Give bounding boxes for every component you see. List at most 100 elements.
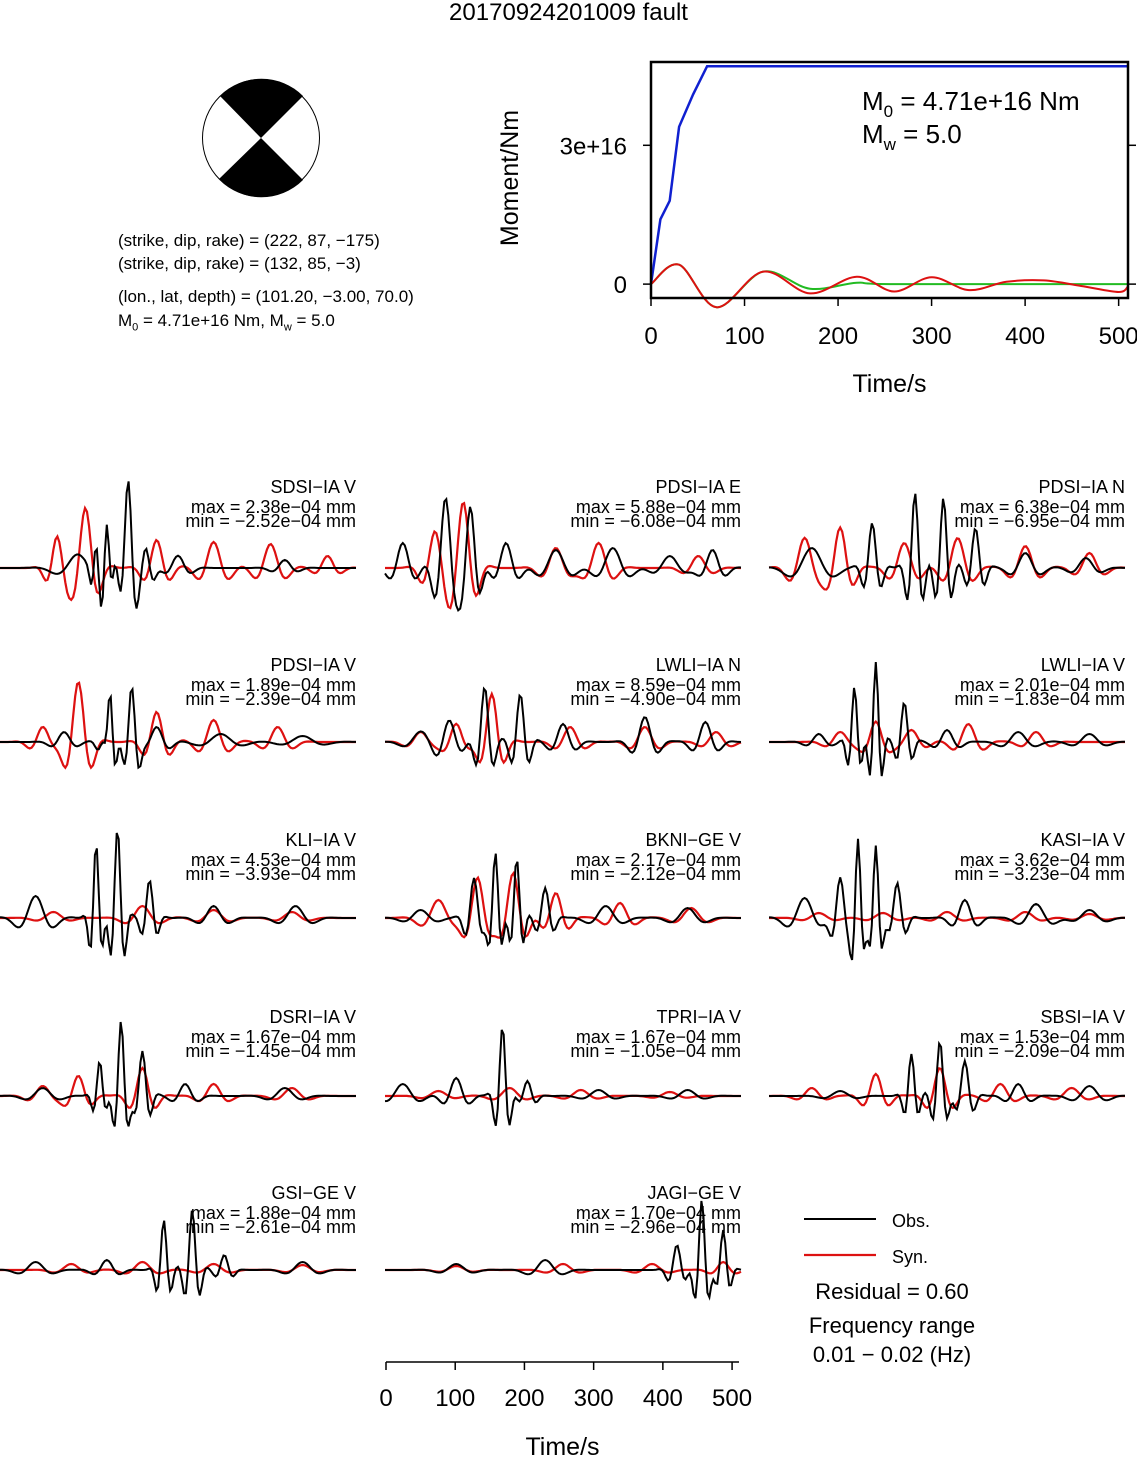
x-tick-label: 0 xyxy=(644,323,657,350)
legend-synthetic-label: Syn. xyxy=(892,1247,928,1267)
station-name: PDSI−IA N xyxy=(1038,477,1125,497)
mw-symbol: M xyxy=(862,119,884,149)
series-line-rate_red xyxy=(650,263,1129,309)
synthetic-trace xyxy=(768,525,1126,591)
station-min: min = −4.90e−04 mm xyxy=(570,689,741,709)
observed-trace xyxy=(384,1029,741,1127)
station-min: min = −2.52e−04 mm xyxy=(185,511,356,531)
legend-observed-label: Obs. xyxy=(892,1211,930,1231)
synthetic-trace xyxy=(385,1086,741,1101)
station-min: min = −3.93e−04 mm xyxy=(185,864,356,884)
moment-annotation: M0 = 4.71e+16 Nm xyxy=(862,86,1080,121)
station-max: max = 3.62e−04 mm xyxy=(960,850,1125,870)
station-min: min = −2.12e−04 mm xyxy=(570,864,741,884)
mw-value: = 5.0 xyxy=(896,119,962,149)
station-max: max = 2.38e−04 mm xyxy=(191,497,356,517)
observed-trace xyxy=(769,838,1125,961)
moment-function-chart: 0 100 200 300 400 500 0 3e+16 Time/s Moment/Nm M0 … xyxy=(496,60,1137,398)
station-max: max = 4.53e−04 mm xyxy=(191,850,356,870)
residual-label: Residual = 0.60 xyxy=(815,1279,969,1304)
station-max: max = 1.70e−04 mm xyxy=(576,1203,741,1223)
station-min: min = −2.09e−04 mm xyxy=(954,1041,1125,1061)
observed-trace xyxy=(384,496,742,612)
observed-trace xyxy=(769,1040,1125,1123)
station-min: min = −1.05e−04 mm xyxy=(570,1041,741,1061)
station-name: LWLI−IA V xyxy=(1041,655,1125,675)
time-tick-label: 200 xyxy=(504,1385,544,1412)
station-max: max = 1.67e−04 mm xyxy=(576,1027,741,1047)
station-min: min = −6.08e−04 mm xyxy=(570,511,741,531)
station-name: GSI−GE V xyxy=(271,1183,356,1203)
station-min: min = −1.83e−04 mm xyxy=(954,689,1125,709)
observed-trace xyxy=(0,832,356,957)
station-name: SDSI−IA V xyxy=(270,477,356,497)
synthetic-trace xyxy=(0,505,357,602)
m0-subscript: 0 xyxy=(132,321,139,334)
y-axis-label: Moment/Nm xyxy=(496,110,524,246)
m0-symbol: M xyxy=(118,311,133,330)
station-max: max = 2.17e−04 mm xyxy=(576,850,741,870)
station-name: DSRI−IA V xyxy=(269,1007,356,1027)
station-name: KASI−IA V xyxy=(1040,830,1125,850)
synthetic-trace xyxy=(0,1066,356,1109)
station-max: max = 2.01e−04 mm xyxy=(960,675,1125,695)
time-tick-label: 400 xyxy=(643,1385,683,1412)
observed-trace xyxy=(0,686,356,770)
m0-symbol: M xyxy=(862,86,884,116)
time-tick-label: 0 xyxy=(379,1385,392,1412)
page-title: 20170924201009 fault xyxy=(449,0,688,26)
moment-plot-frame xyxy=(649,60,1130,300)
observed-trace xyxy=(385,686,742,768)
station-max: max = 1.53e−04 mm xyxy=(960,1027,1125,1047)
frequency-range-label: Frequency range xyxy=(809,1313,975,1338)
m0-value: = 4.71e+16 Nm xyxy=(893,86,1079,116)
observed-trace xyxy=(0,1210,356,1296)
station-name: SBSI−IA V xyxy=(1040,1007,1125,1027)
station-min: min = −3.23e−04 mm xyxy=(954,864,1125,884)
observed-trace xyxy=(768,493,1125,603)
station-name: JAGI−GE V xyxy=(647,1183,741,1203)
moment-summary: M0 = 4.71e+16 Nm, Mw = 5.0 xyxy=(118,311,335,337)
synthetic-trace xyxy=(769,910,1125,922)
y-tick-label: 0 xyxy=(614,272,627,299)
station-max: max = 1.88e−04 mm xyxy=(191,1203,356,1223)
station-max: max = 1.89e−04 mm xyxy=(191,675,356,695)
mw-value: = 5.0 xyxy=(291,311,335,330)
mw-annotation: Mw = 5.0 xyxy=(862,119,962,154)
station-max: max = 8.59e−04 mm xyxy=(576,675,741,695)
m0-value: = 4.71e+16 Nm, M xyxy=(138,311,284,330)
x-tick-label: 400 xyxy=(1005,323,1045,350)
x-tick-label: 200 xyxy=(818,323,858,350)
nodal-plane-1: (strike, dip, rake) = (222, 87, −175) xyxy=(118,231,380,250)
nodal-plane-2: (strike, dip, rake) = (132, 85, −3) xyxy=(118,254,361,273)
station-name: PDSI−IA V xyxy=(270,655,356,675)
m0-subscript: 0 xyxy=(884,102,893,121)
station-max: max = 6.38e−04 mm xyxy=(960,497,1125,517)
y-tick-label: 3e+16 xyxy=(560,133,627,160)
x-tick-label: 500 xyxy=(1099,323,1137,350)
observed-trace xyxy=(0,1021,356,1127)
x-tick-label: 300 xyxy=(912,323,952,350)
station-min: min = −6.95e−04 mm xyxy=(954,511,1125,531)
station-name: TPRI−IA V xyxy=(656,1007,741,1027)
x-tick-label: 100 xyxy=(725,323,765,350)
time-axis-label: Time/s xyxy=(525,1433,599,1458)
synthetic-trace xyxy=(769,1067,1125,1110)
station-min: min = −2.61e−04 mm xyxy=(185,1217,356,1237)
frequency-range-value: 0.01 − 0.02 (Hz) xyxy=(813,1342,971,1367)
station-max: max = 1.67e−04 mm xyxy=(191,1027,356,1047)
source-location: (lon., lat, depth) = (101.20, −3.00, 70.… xyxy=(118,287,414,306)
